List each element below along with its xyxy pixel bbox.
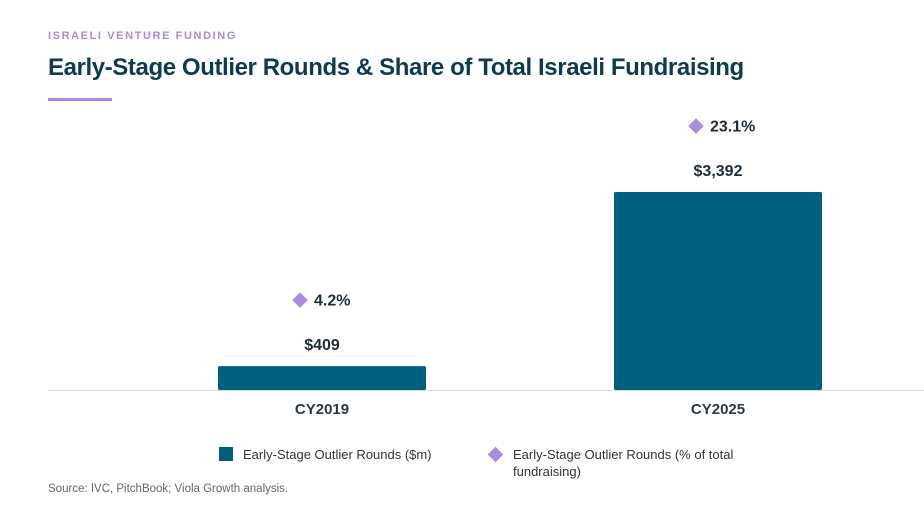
chart-title: Early-Stage Outlier Rounds & Share of To… [48, 54, 744, 81]
bar-value-label: $3,392 [694, 163, 743, 180]
source-note: Source: IVC, PitchBook; Viola Growth ana… [48, 483, 289, 495]
diamond-value-label: 23.1% [710, 119, 755, 136]
bar-cy2019 [218, 366, 426, 390]
legend-item-diamond: Early-Stage Outlier Rounds (% of total f… [487, 446, 763, 480]
diamond-marker [292, 292, 308, 308]
x-tick-label: CY2025 [691, 401, 745, 418]
bar-cy2025 [614, 192, 822, 390]
title-underline [48, 98, 112, 101]
legend-diamond-swatch [487, 446, 504, 463]
diamond-marker [688, 118, 704, 134]
legend-diamond-label: Early-Stage Outlier Rounds (% of total f… [513, 447, 734, 479]
bar-value-label: $409 [304, 337, 340, 354]
legend-bar-swatch [219, 447, 233, 461]
eyebrow-label: ISRAELI VENTURE FUNDING [48, 30, 237, 42]
diamond-value-label: 4.2% [314, 293, 350, 310]
legend-bar-label: Early-Stage Outlier Rounds ($m) [243, 447, 432, 462]
legend-item-bar: Early-Stage Outlier Rounds ($m) [219, 446, 493, 463]
x-tick-label: CY2019 [295, 401, 349, 418]
chart-area: $409 4.2% CY2019 $3,392 23.1% CY2025 [48, 118, 924, 418]
